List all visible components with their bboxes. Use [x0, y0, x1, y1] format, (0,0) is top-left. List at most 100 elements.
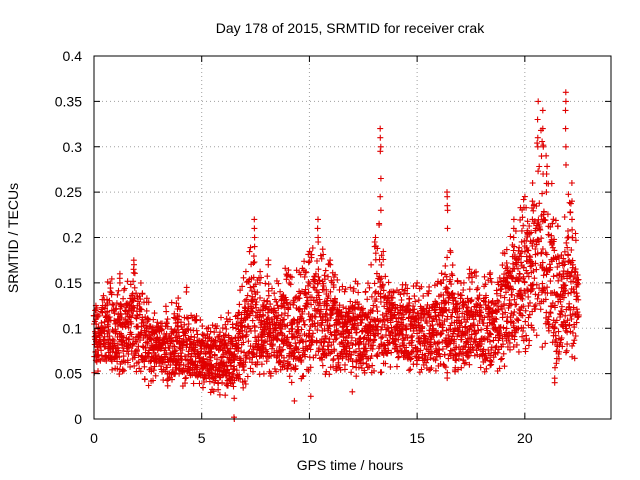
- data-point: [481, 273, 488, 280]
- data-point: [292, 340, 299, 347]
- data-point: [442, 298, 449, 305]
- data-point: [194, 331, 201, 338]
- data-point: [424, 319, 430, 326]
- data-point: [529, 198, 536, 205]
- data-point: [444, 189, 450, 196]
- data-point: [205, 360, 212, 367]
- data-point: [249, 317, 256, 324]
- data-point: [207, 389, 214, 396]
- data-point: [180, 362, 187, 369]
- data-point: [522, 345, 529, 352]
- data-point: [124, 359, 131, 366]
- data-point: [527, 299, 533, 306]
- data-point: [216, 333, 223, 340]
- data-point: [254, 359, 261, 366]
- data-point: [515, 265, 521, 272]
- data-point: [327, 297, 334, 304]
- data-point: [510, 312, 517, 319]
- data-point: [274, 302, 281, 309]
- data-point: [534, 116, 541, 123]
- data-point: [363, 360, 370, 367]
- data-point: [242, 381, 249, 387]
- data-point: [428, 343, 434, 349]
- data-point: [131, 284, 138, 291]
- data-point: [191, 334, 198, 341]
- data-point: [435, 278, 441, 285]
- data-point: [354, 280, 361, 287]
- data-point: [428, 365, 435, 371]
- data-point: [458, 364, 465, 371]
- data-point: [167, 362, 174, 368]
- data-point: [112, 306, 119, 313]
- data-point: [108, 291, 115, 298]
- data-point: [125, 324, 132, 331]
- data-point: [348, 334, 355, 341]
- data-point: [496, 274, 503, 281]
- data-point: [530, 327, 537, 333]
- data-point: [522, 318, 529, 325]
- data-point: [563, 161, 569, 168]
- data-point: [120, 367, 127, 374]
- data-point: [444, 254, 451, 261]
- data-point: [444, 375, 451, 382]
- data-point: [406, 295, 413, 302]
- data-point: [573, 319, 580, 326]
- data-point: [526, 311, 533, 318]
- data-point: [240, 384, 247, 391]
- data-point: [325, 273, 331, 280]
- data-point: [283, 296, 290, 303]
- data-point: [342, 361, 348, 368]
- data-point: [487, 269, 494, 276]
- data-point: [501, 302, 507, 309]
- data-point: [500, 341, 506, 348]
- data-point: [219, 379, 226, 386]
- data-point: [139, 316, 146, 323]
- data-point: [286, 373, 293, 380]
- data-point: [534, 143, 541, 150]
- data-point: [306, 248, 313, 255]
- data-point: [267, 301, 274, 308]
- data-point: [516, 271, 523, 278]
- data-point: [359, 316, 366, 323]
- data-point: [533, 266, 540, 273]
- data-point: [469, 279, 475, 285]
- data-point: [276, 343, 283, 350]
- data-point: [197, 316, 204, 323]
- data-point: [439, 328, 446, 334]
- data-point: [249, 308, 256, 315]
- data-point: [532, 225, 539, 232]
- data-point: [175, 303, 182, 310]
- data-point: [171, 348, 178, 355]
- data-point: [439, 346, 446, 352]
- data-point: [110, 302, 117, 309]
- data-point: [326, 323, 333, 330]
- data-point: [323, 286, 330, 293]
- data-point: [181, 353, 188, 360]
- data-point: [528, 287, 535, 294]
- data-point: [250, 274, 257, 281]
- y-tick-label: 0.2: [63, 230, 83, 246]
- data-point: [557, 311, 564, 318]
- data-point: [413, 283, 420, 289]
- data-point: [456, 305, 463, 312]
- data-point: [524, 270, 531, 277]
- data-point: [324, 343, 331, 350]
- data-point: [364, 296, 371, 303]
- data-point: [410, 303, 417, 310]
- data-point: [223, 326, 230, 332]
- data-point: [355, 289, 362, 296]
- data-point: [478, 309, 484, 316]
- data-point: [236, 301, 243, 308]
- data-point: [349, 388, 356, 395]
- data-point: [421, 342, 428, 349]
- data-point: [145, 382, 152, 389]
- data-point: [379, 282, 386, 289]
- data-point: [237, 287, 244, 294]
- data-point: [288, 379, 295, 386]
- data-point: [520, 264, 527, 271]
- data-point: [246, 278, 252, 285]
- data-point: [315, 266, 322, 273]
- data-point: [343, 343, 350, 350]
- data-point: [416, 354, 423, 361]
- data-point: [104, 308, 111, 315]
